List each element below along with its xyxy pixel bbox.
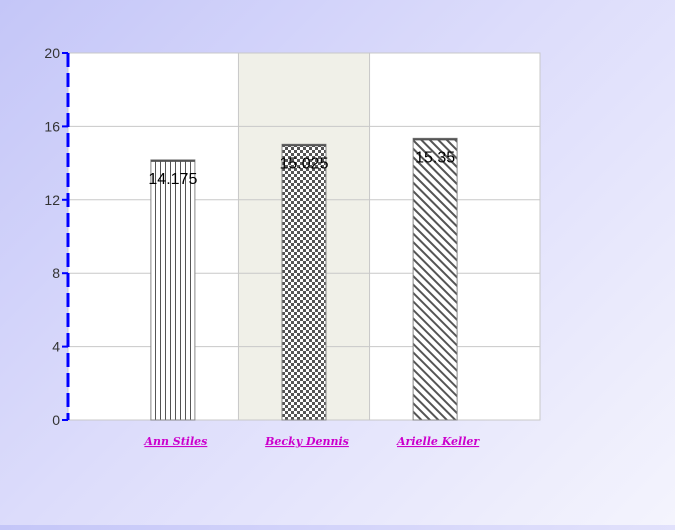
- category-label[interactable]: Arielle Keller: [396, 435, 480, 448]
- data-label: 15.35: [415, 149, 455, 166]
- category-label[interactable]: Ann Stiles: [143, 435, 207, 448]
- bar: [412, 137, 458, 421]
- y-tick-label: 16: [44, 118, 60, 134]
- y-tick-label: 0: [52, 412, 60, 428]
- bar: [281, 143, 327, 421]
- y-tick-label: 20: [44, 45, 60, 61]
- bar: [150, 159, 196, 421]
- labels: 14.175 Ann Stiles 15.025 Becky Dennis 15.35 A…: [143, 149, 480, 448]
- y-axis: 0 4 8 12 16 20: [44, 45, 70, 428]
- bars: [150, 137, 458, 421]
- data-label: 15.025: [280, 155, 329, 172]
- y-tick-label: 12: [44, 192, 60, 208]
- y-tick-label: 8: [52, 265, 60, 281]
- data-label: 14.175: [148, 171, 197, 188]
- y-tick-label: 4: [52, 339, 60, 355]
- category-label[interactable]: Becky Dennis: [264, 435, 349, 448]
